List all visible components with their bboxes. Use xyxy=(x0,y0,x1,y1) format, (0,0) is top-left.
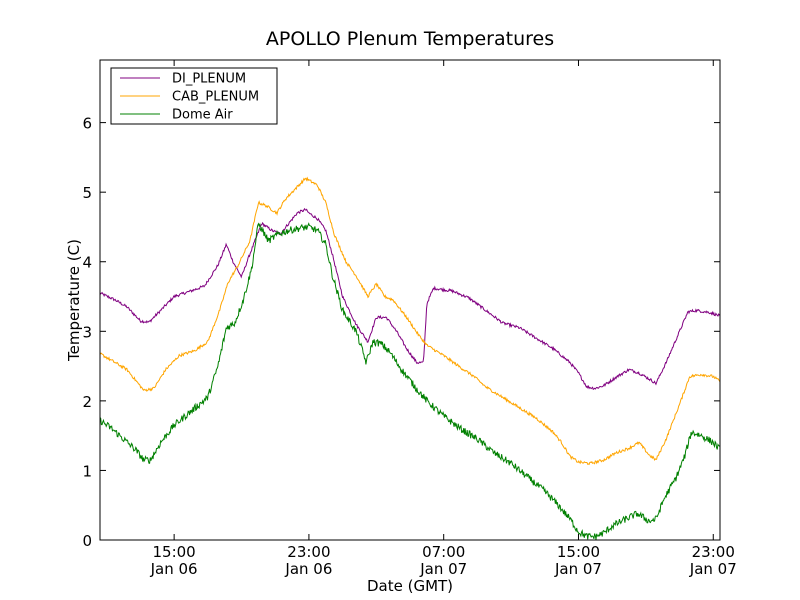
y-tick-label: 5 xyxy=(82,184,92,202)
x-tick-label-time: 23:00 xyxy=(692,543,735,561)
x-tick-label-time: 15:00 xyxy=(557,543,600,561)
y-axis-label: Temperature (C) xyxy=(65,239,83,362)
x-axis-label: Date (GMT) xyxy=(367,577,453,595)
y-tick-label: 0 xyxy=(82,532,92,550)
y-tick-label: 3 xyxy=(82,323,92,341)
series-line-dome-air xyxy=(100,222,720,540)
x-tick-label-date: Jan 06 xyxy=(284,560,332,578)
legend: DI_PLENUM CAB_PLENUM Dome Air xyxy=(110,67,278,125)
x-tick-label-date: Jan 07 xyxy=(689,560,737,578)
legend-label-dome-air: Dome Air xyxy=(172,108,233,123)
plot-area xyxy=(99,59,721,541)
y-tick-label: 1 xyxy=(82,462,92,480)
series-line-di-plenum xyxy=(100,207,720,391)
x-tick-label-time: 07:00 xyxy=(422,543,465,561)
x-tick-label-date: Jan 07 xyxy=(554,560,602,578)
x-tick-label-date: Jan 06 xyxy=(150,560,198,578)
y-tick-label: 4 xyxy=(82,254,92,272)
chart-title: APOLLO Plenum Temperatures xyxy=(266,28,554,50)
plot-frame xyxy=(99,59,721,541)
legend-label-cab-plenum: CAB_PLENUM xyxy=(172,90,259,105)
x-tick-label-date: Jan 07 xyxy=(419,560,467,578)
x-tick-label-time: 23:00 xyxy=(287,543,330,561)
y-tick-label: 2 xyxy=(82,393,92,411)
x-tick-label-time: 15:00 xyxy=(153,543,196,561)
legend-label-di-plenum: DI_PLENUM xyxy=(172,72,246,87)
y-tick-label: 6 xyxy=(82,115,92,133)
series-line-cab-plenum xyxy=(100,176,720,466)
